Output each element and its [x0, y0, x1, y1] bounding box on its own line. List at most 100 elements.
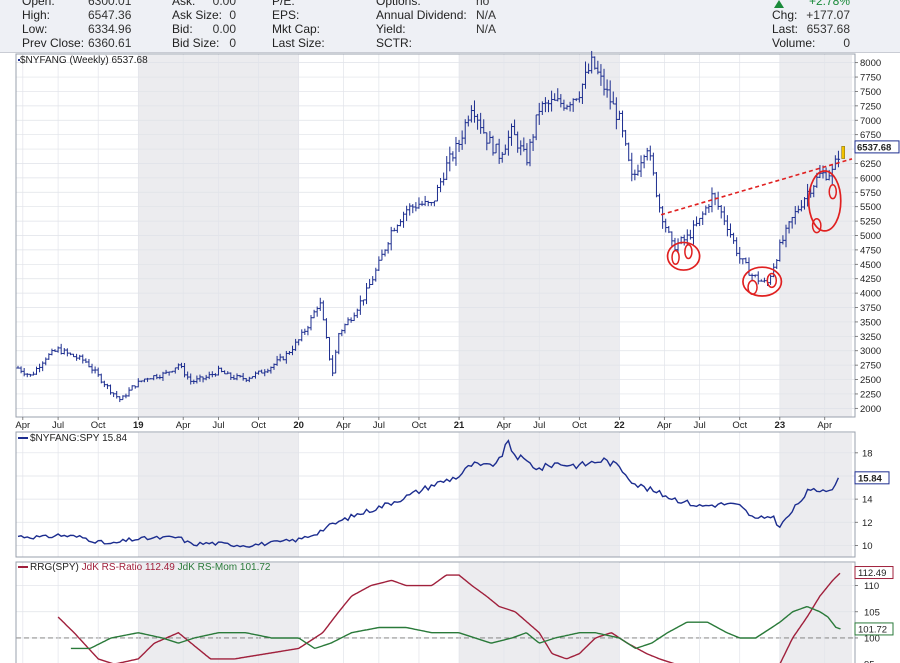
price-bar — [173, 367, 177, 374]
price-bar — [602, 68, 606, 96]
price-bar — [253, 371, 258, 379]
rs-mom-value-label: 101.72 — [858, 624, 887, 635]
price-bar — [290, 345, 295, 356]
price-bar — [25, 373, 29, 378]
annotation-small-circle — [811, 218, 822, 234]
x-tick-label: Oct — [251, 420, 266, 431]
ratio-panel: 101214161815.84 $NYFANG:SPY 15.84 — [15, 431, 890, 558]
price-bar — [179, 362, 184, 369]
y-tick-label: 2000 — [860, 404, 881, 415]
price-bar — [195, 375, 199, 384]
price-bar — [398, 219, 403, 227]
options-value: no — [476, 0, 490, 8]
price-bar — [593, 56, 597, 70]
price-bar — [790, 216, 794, 229]
price-bar — [90, 363, 94, 374]
x-tick-label: 22 — [614, 420, 625, 431]
chg-label: Chg: — [772, 8, 798, 22]
y-tick-label: 7000 — [860, 116, 881, 127]
price-bar — [59, 343, 63, 355]
price-bar — [667, 225, 671, 234]
price-bar — [133, 385, 137, 389]
price-bar — [725, 215, 729, 237]
rs-ratio-value-label: 112.49 — [858, 568, 886, 579]
x-tick-label: Jul — [533, 420, 545, 431]
price-bar — [466, 115, 470, 127]
x-tick-label: Oct — [91, 420, 106, 431]
price-bar — [577, 91, 581, 103]
price-bar — [411, 204, 415, 214]
price-bar — [161, 371, 165, 381]
price-bar — [762, 277, 767, 283]
price-bar — [744, 257, 748, 264]
low-value: 6334.96 — [88, 22, 132, 36]
yield-value: N/A — [476, 22, 497, 36]
price-bar — [213, 373, 217, 377]
price-bar — [651, 152, 655, 176]
rrg-panel-title: RRG(SPY) JdK RS-Ratio 112.49 JdK RS-Mom … — [30, 562, 271, 573]
price-bar — [475, 113, 480, 130]
x-tick-label: Oct — [732, 420, 747, 431]
x-tick-label: Oct — [572, 420, 587, 431]
price-panel: 2000 2250 2500 2750 3000 3250 3500 3750 4000 4250… — [15, 50, 900, 431]
price-bar — [244, 378, 248, 383]
price-bar — [812, 185, 816, 198]
bid-value: 0.00 — [212, 22, 236, 36]
y-tick-label: 100 — [864, 633, 880, 644]
y-tick-label: 5500 — [860, 202, 881, 213]
price-bar — [781, 235, 785, 245]
price-bar — [68, 352, 73, 356]
price-bar — [784, 224, 788, 248]
price-bar — [605, 79, 609, 98]
price-bar — [278, 353, 282, 362]
price-bar — [210, 371, 214, 378]
price-bar — [31, 371, 36, 376]
x-tick-label: Jul — [694, 420, 706, 431]
price-bar — [460, 130, 464, 150]
price-bar — [636, 164, 640, 176]
price-bar — [281, 356, 285, 361]
price-bar — [704, 205, 708, 216]
price-bar — [562, 99, 566, 111]
x-tick-label: 20 — [293, 420, 304, 431]
price-bar — [506, 130, 511, 156]
price-bar — [494, 143, 498, 154]
pct-change: +2.78% — [808, 0, 850, 8]
price-bar — [241, 372, 245, 381]
trendline — [660, 158, 853, 216]
price-bar — [250, 376, 255, 379]
chg-value: +177.07 — [806, 8, 850, 22]
price-bar — [99, 373, 103, 384]
annotation-small-circle — [766, 272, 778, 289]
price-bar — [516, 131, 520, 153]
annual-dividend-label: Annual Dividend: — [376, 8, 467, 22]
price-bar — [735, 237, 739, 257]
x-tick-label: Jul — [212, 420, 224, 431]
price-bar — [741, 258, 745, 265]
price-bar — [364, 283, 369, 305]
price-bar — [633, 169, 637, 181]
price-bar — [682, 234, 686, 246]
high-value: 6547.36 — [88, 8, 132, 22]
y-tick-label: 6750 — [860, 130, 881, 141]
price-bar — [145, 377, 150, 382]
price-bar — [395, 224, 399, 233]
price-bar — [87, 358, 91, 368]
x-tick-label: 19 — [133, 420, 144, 431]
price-bar — [401, 211, 406, 228]
price-bar — [105, 383, 110, 390]
price-bar — [368, 279, 372, 289]
price-bar — [334, 349, 338, 374]
price-bar — [503, 144, 507, 155]
price-bar — [352, 312, 356, 321]
price-bar — [167, 371, 171, 376]
price-bar — [216, 365, 221, 376]
annotation-circle — [742, 266, 783, 297]
price-bar — [142, 378, 147, 383]
price-bar — [115, 390, 119, 399]
price-bar — [787, 221, 791, 234]
rrg-panel: 95 100 105 110 112.49 101.72 RRG(SPY) JdK RS-… — [15, 561, 894, 663]
price-bar — [707, 204, 711, 213]
price-bar — [698, 217, 702, 226]
price-bar — [556, 88, 560, 102]
